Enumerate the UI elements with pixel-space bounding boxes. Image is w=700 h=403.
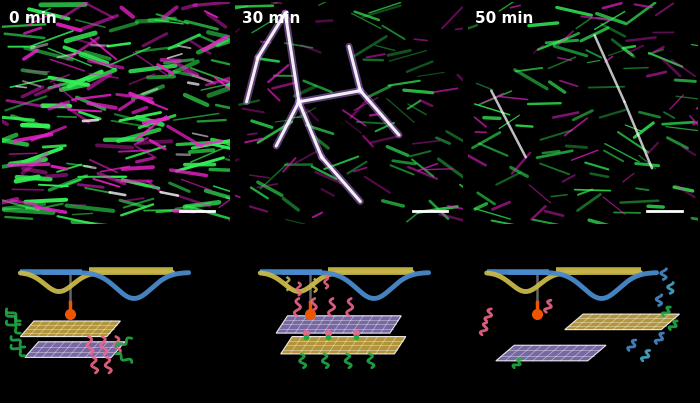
Polygon shape (25, 342, 125, 357)
Text: 50 min: 50 min (475, 11, 533, 26)
Text: 0 min: 0 min (9, 11, 57, 26)
Polygon shape (20, 321, 120, 337)
Polygon shape (565, 314, 680, 330)
Polygon shape (276, 316, 401, 333)
Polygon shape (281, 337, 406, 354)
Polygon shape (496, 345, 606, 361)
Text: 30 min: 30 min (242, 11, 300, 26)
